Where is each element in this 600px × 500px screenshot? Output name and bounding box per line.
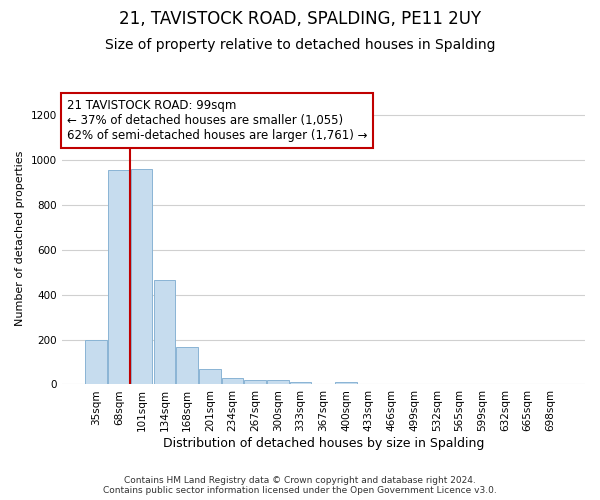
Bar [335,382,357,384]
Text: 21, TAVISTOCK ROAD, SPALDING, PE11 2UY: 21, TAVISTOCK ROAD, SPALDING, PE11 2UY [119,10,481,28]
Bar [131,169,152,384]
Bar [154,280,175,384]
Bar [108,170,130,384]
Y-axis label: Number of detached properties: Number of detached properties [15,151,25,326]
Bar [176,348,198,385]
Bar [244,380,266,384]
Bar [199,369,221,384]
Text: Size of property relative to detached houses in Spalding: Size of property relative to detached ho… [105,38,495,52]
X-axis label: Distribution of detached houses by size in Spalding: Distribution of detached houses by size … [163,437,484,450]
Bar [85,340,107,384]
Text: 21 TAVISTOCK ROAD: 99sqm
← 37% of detached houses are smaller (1,055)
62% of sem: 21 TAVISTOCK ROAD: 99sqm ← 37% of detach… [67,99,367,142]
Bar [267,380,289,384]
Bar [222,378,243,384]
Text: Contains HM Land Registry data © Crown copyright and database right 2024.
Contai: Contains HM Land Registry data © Crown c… [103,476,497,495]
Bar [290,382,311,384]
